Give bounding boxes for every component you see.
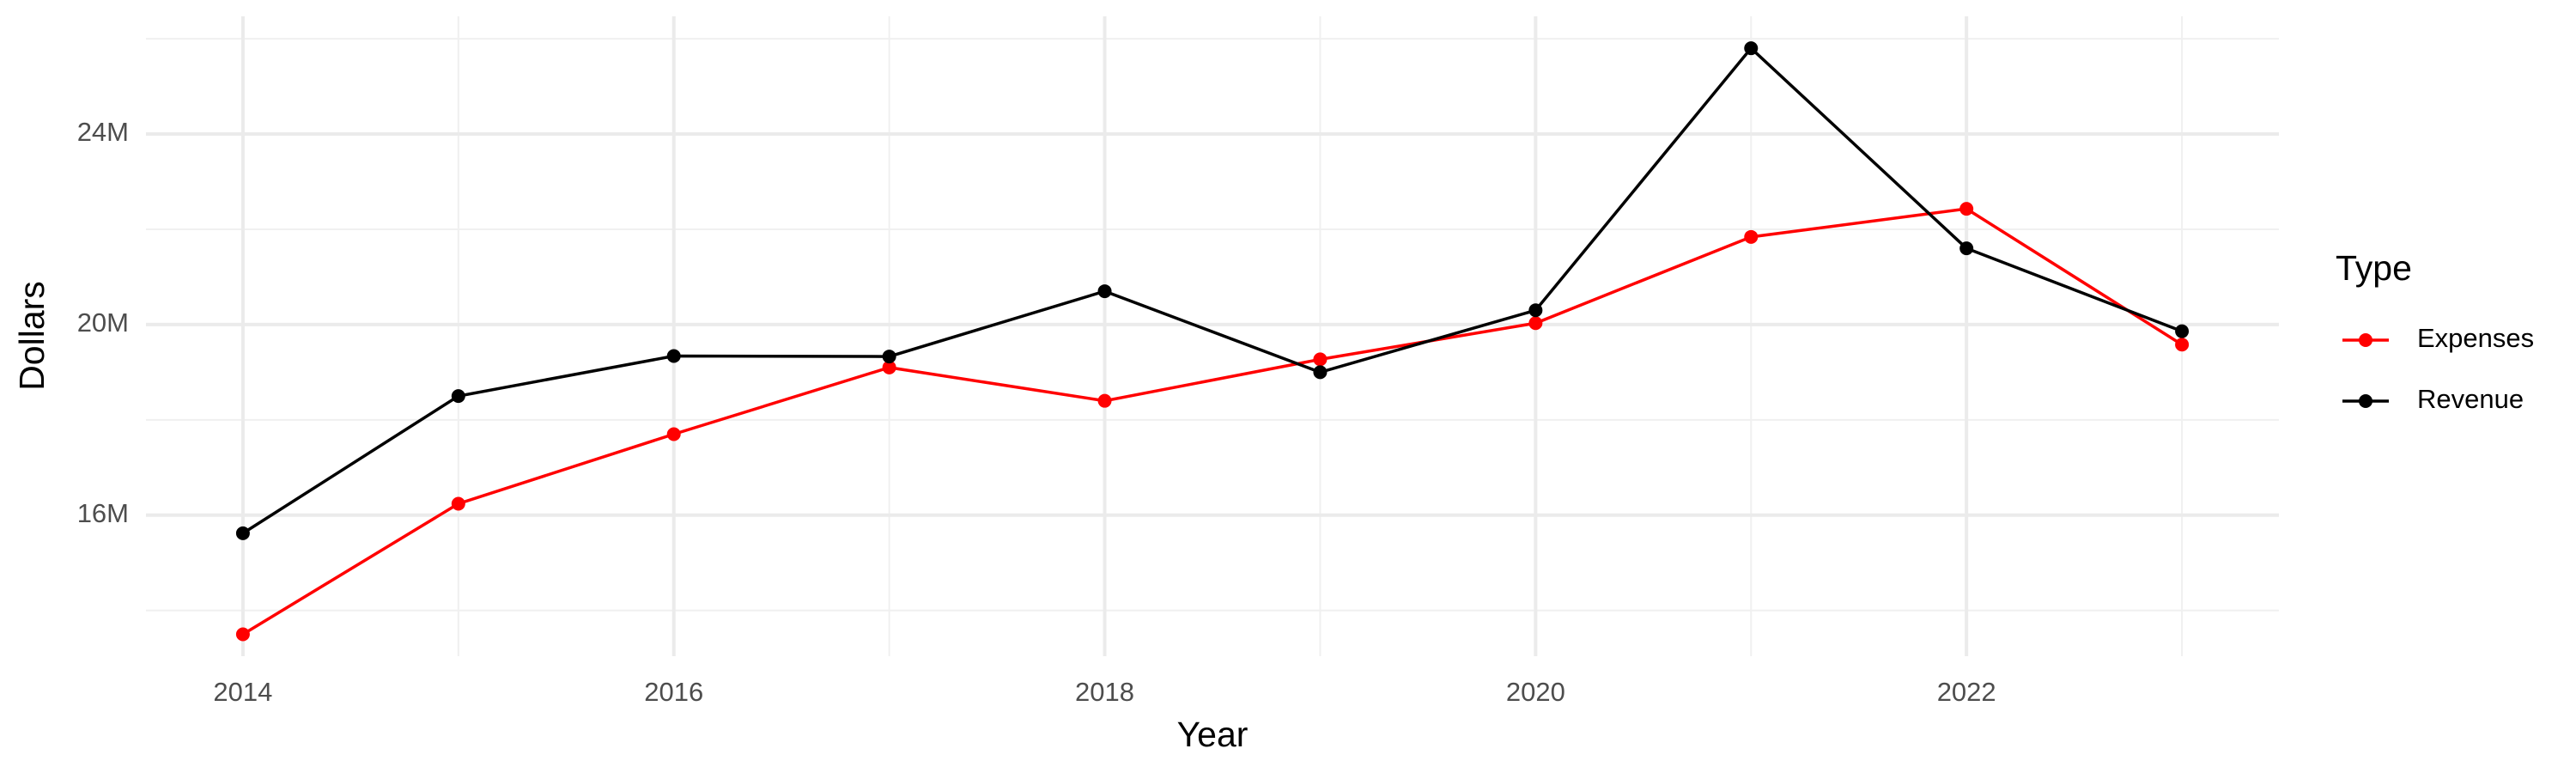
series-line [241, 46, 2183, 535]
y-tick-label: 16M [77, 498, 129, 528]
data-point [235, 526, 250, 540]
data-point [1313, 352, 1327, 367]
y-tick-label: 24M [77, 117, 129, 147]
data-point [1097, 393, 1112, 408]
legend-title: Type [2336, 248, 2412, 288]
x-axis-title: Year [1177, 715, 1249, 754]
data-point [1744, 41, 1759, 56]
x-tick-label: 2018 [1075, 677, 1134, 707]
x-tick-label: 2020 [1506, 677, 1565, 707]
y-tick-label: 20M [77, 307, 129, 338]
data-point [2175, 338, 2190, 352]
data-point [666, 427, 681, 441]
data-point [451, 389, 465, 404]
data-point [666, 349, 681, 363]
data-point [1313, 365, 1327, 380]
data-point [882, 350, 896, 364]
data-point [1744, 229, 1759, 244]
legend-point [2359, 333, 2372, 347]
legend-label: Expenses [2417, 323, 2534, 353]
data-point [235, 627, 250, 642]
series-line [242, 207, 2184, 636]
data-point [882, 360, 896, 374]
data-point [1528, 303, 1543, 318]
x-tick-label: 2022 [1937, 677, 1996, 707]
x-tick-label: 2016 [644, 677, 703, 707]
data-point [1959, 202, 1974, 216]
data-point [451, 496, 465, 511]
data-point [2175, 324, 2190, 338]
x-tick-label: 2014 [213, 677, 272, 707]
legend-point [2359, 394, 2372, 408]
data-point [1959, 241, 1974, 256]
legend-label: Revenue [2417, 384, 2524, 414]
y-axis-title: Dollars [12, 281, 52, 391]
data-point [1097, 284, 1112, 299]
data-point [1528, 316, 1543, 331]
